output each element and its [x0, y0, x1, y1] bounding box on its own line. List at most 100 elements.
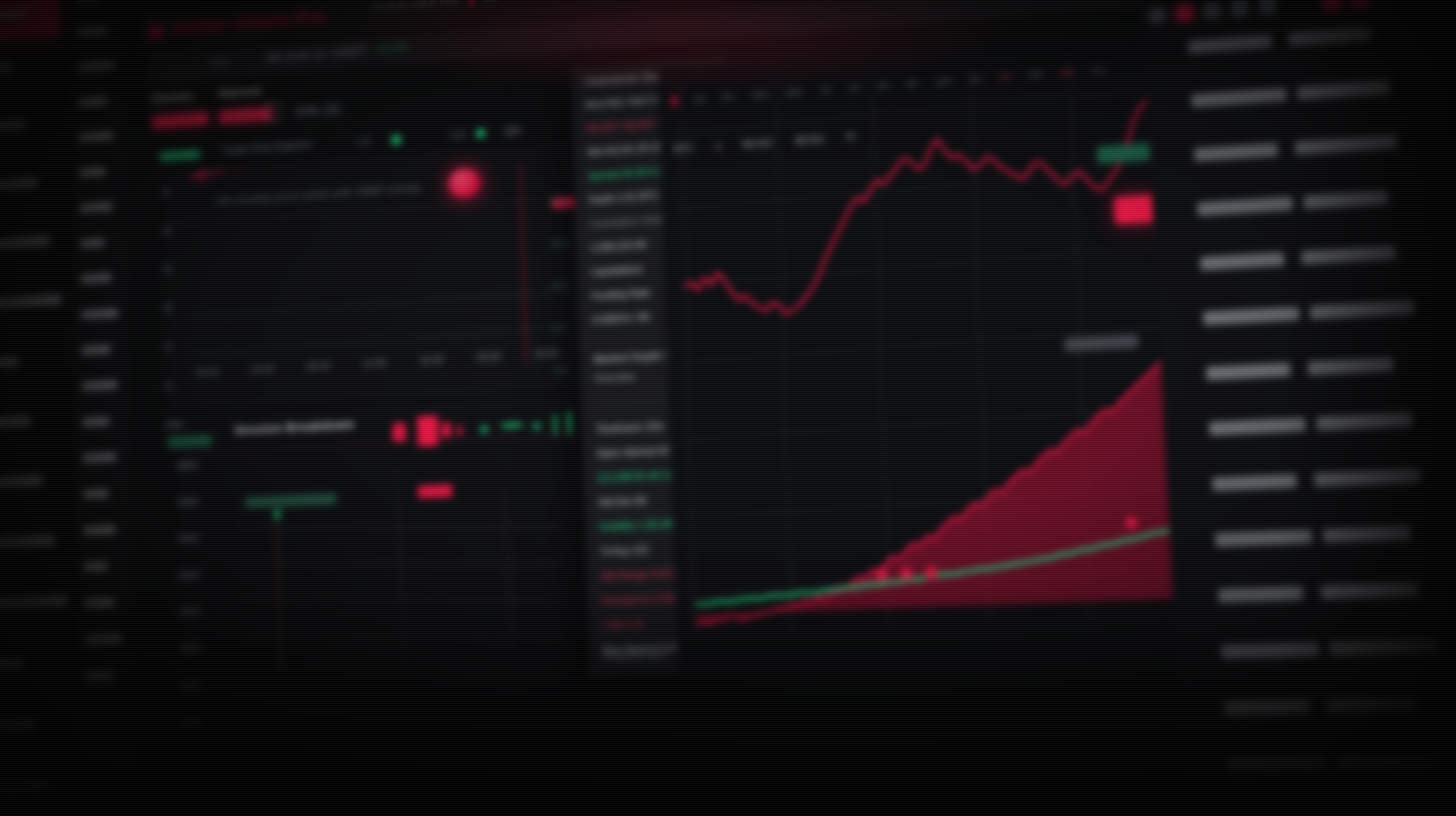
- overlay-row: Liquidations: [590, 264, 644, 279]
- ticker-avax[interactable]: [79, 201, 113, 214]
- timeframe-13[interactable]: ALL: [1090, 63, 1108, 76]
- watchlist-symbol: [1217, 586, 1304, 603]
- watchlist-symbol: [1211, 473, 1298, 492]
- settings-icon[interactable]: [1351, 0, 1370, 8]
- ticker-uni[interactable]: [81, 379, 117, 392]
- panel-a-xtick: 16:00: [419, 355, 444, 368]
- left-sidebar: [0, 0, 69, 816]
- columns-icon[interactable]: [1203, 2, 1222, 20]
- alert-icon[interactable]: [1322, 0, 1342, 11]
- watchlist-symbol: [1224, 699, 1311, 716]
- ticker-arb[interactable]: [83, 524, 116, 536]
- ticker-matic[interactable]: [80, 307, 118, 320]
- sidebar-item-label: [0, 595, 68, 611]
- sidebar-item-label: [0, 718, 36, 732]
- panel-b-ytick: 4800: [179, 644, 201, 656]
- watchlist-symbol: [1196, 196, 1294, 217]
- ticker-doge[interactable]: [78, 130, 113, 143]
- price-label: USD: [208, 55, 230, 69]
- sidebar-item-label: [0, 177, 37, 195]
- timeframe-3[interactable]: 30m: [785, 86, 804, 98]
- timeframe-0[interactable]: 1m: [693, 93, 706, 105]
- chip-overview[interactable]: [152, 111, 209, 129]
- status-badge: [159, 149, 200, 162]
- sidebar-item-funding-wallet[interactable]: [0, 343, 62, 383]
- watchlist-symbol: [1194, 142, 1279, 162]
- overlay-row: 7d Avg 102: [599, 545, 649, 559]
- sidebar-item-dashboard[interactable]: [0, 0, 59, 47]
- layout-grid-icon[interactable]: [266, 102, 281, 122]
- ticker-near[interactable]: [82, 451, 117, 464]
- timeframe-10[interactable]: 3D: [998, 70, 1011, 83]
- sidebar-item-saved-layouts[interactable]: [0, 646, 65, 684]
- sidebar-item-reports[interactable]: [0, 707, 66, 744]
- sidebar-item-risk-controls[interactable]: [0, 585, 68, 623]
- sidebar-item-margin-trading[interactable]: [0, 106, 59, 148]
- ticker-ada[interactable]: [79, 166, 106, 178]
- sidebar-item-label: [0, 356, 19, 372]
- sidebar-item-spot-trading[interactable]: [0, 47, 59, 89]
- expand-icon[interactable]: [1258, 0, 1277, 16]
- sidebar-item-help-center[interactable]: [0, 769, 66, 806]
- sidebar-item-label: [0, 119, 25, 136]
- ticker-ltc[interactable]: [82, 416, 110, 428]
- overlay-row: Best Bid / Ask 0.02: [585, 94, 668, 112]
- watchlist-price: [1327, 696, 1418, 714]
- tab-mainnet[interactable]: Mainnet: [218, 82, 262, 101]
- ticker-xrp[interactable]: [78, 95, 107, 108]
- panel-a-rtick: 18.2: [550, 237, 568, 250]
- timeframe-11[interactable]: 1W: [1028, 68, 1043, 80]
- toolbar-stat-2: 1.2: [450, 128, 466, 142]
- sidebar-item-api-management[interactable]: [0, 403, 63, 443]
- watchlist-price: [1316, 412, 1413, 431]
- sidebar-item-label: [0, 474, 43, 491]
- ticker-sol[interactable]: [78, 60, 114, 73]
- ticker-sui[interactable]: [84, 597, 115, 609]
- overlay-footer: Snapshot sync: [602, 650, 669, 664]
- timeframe-2[interactable]: 15m: [751, 88, 769, 101]
- watchlist-price: [1322, 525, 1411, 544]
- overlay-row: Timeframe 15m: [595, 421, 665, 437]
- ticker-dot[interactable]: [80, 272, 112, 285]
- overlay-row: Cumulative Volume: [589, 214, 674, 231]
- timeframe-4[interactable]: 1H: [819, 84, 832, 96]
- watchlist-price: [1301, 245, 1396, 265]
- toolbar-stat-3: Q/h: [504, 124, 522, 138]
- ticker-apt[interactable]: [82, 488, 109, 500]
- watchlist-symbol: [1188, 33, 1273, 54]
- main-price-chart[interactable]: [657, 27, 1221, 682]
- sidebar-item-order-history[interactable]: [0, 224, 61, 265]
- watchlist-price: [1314, 468, 1421, 488]
- ticker-atom[interactable]: [81, 344, 111, 356]
- main-plot: [658, 28, 1221, 682]
- overlay-row: 0.0081% / 8h: [592, 312, 651, 327]
- timeframe-12[interactable]: 1M: [1059, 66, 1074, 78]
- ticker-inj[interactable]: [84, 670, 114, 682]
- sidebar-item-label: [0, 61, 13, 78]
- watchlist-symbol: [1227, 756, 1326, 773]
- timeframe-9[interactable]: 1D: [969, 73, 982, 85]
- sidebar-item-alerts-signals[interactable]: [0, 524, 64, 563]
- timeframe-7[interactable]: 6H: [906, 77, 919, 89]
- panel-b-ytick: 6000: [178, 533, 199, 546]
- panel-a-xtick: 08:00: [306, 361, 331, 374]
- ticker-btc[interactable]: [77, 0, 101, 3]
- sidebar-item-derivatives[interactable]: [0, 165, 60, 207]
- ticker-op[interactable]: [83, 561, 108, 572]
- sidebar-item-account-settings[interactable]: [0, 463, 63, 502]
- refresh-icon[interactable]: [1230, 0, 1249, 18]
- ticker-tia[interactable]: [84, 633, 122, 645]
- watchlist-symbol: [1208, 417, 1307, 436]
- sidebar-item-open-positions[interactable]: [0, 283, 62, 324]
- tab-markets[interactable]: Markets: [151, 88, 194, 106]
- timeframe-8[interactable]: 12H: [935, 75, 953, 87]
- ticker-eth[interactable]: [77, 25, 108, 38]
- filter-icon[interactable]: [1148, 6, 1167, 24]
- timeframe-5[interactable]: 2H: [848, 82, 861, 93]
- sort-icon[interactable]: [1175, 4, 1194, 22]
- section-title: Trade Flow Explorer: [221, 139, 313, 158]
- ticker-link[interactable]: [80, 237, 105, 249]
- watchlist-price: [1303, 190, 1389, 210]
- timeframe-1[interactable]: 5m: [722, 91, 735, 103]
- timeframe-6[interactable]: 4H: [877, 79, 890, 91]
